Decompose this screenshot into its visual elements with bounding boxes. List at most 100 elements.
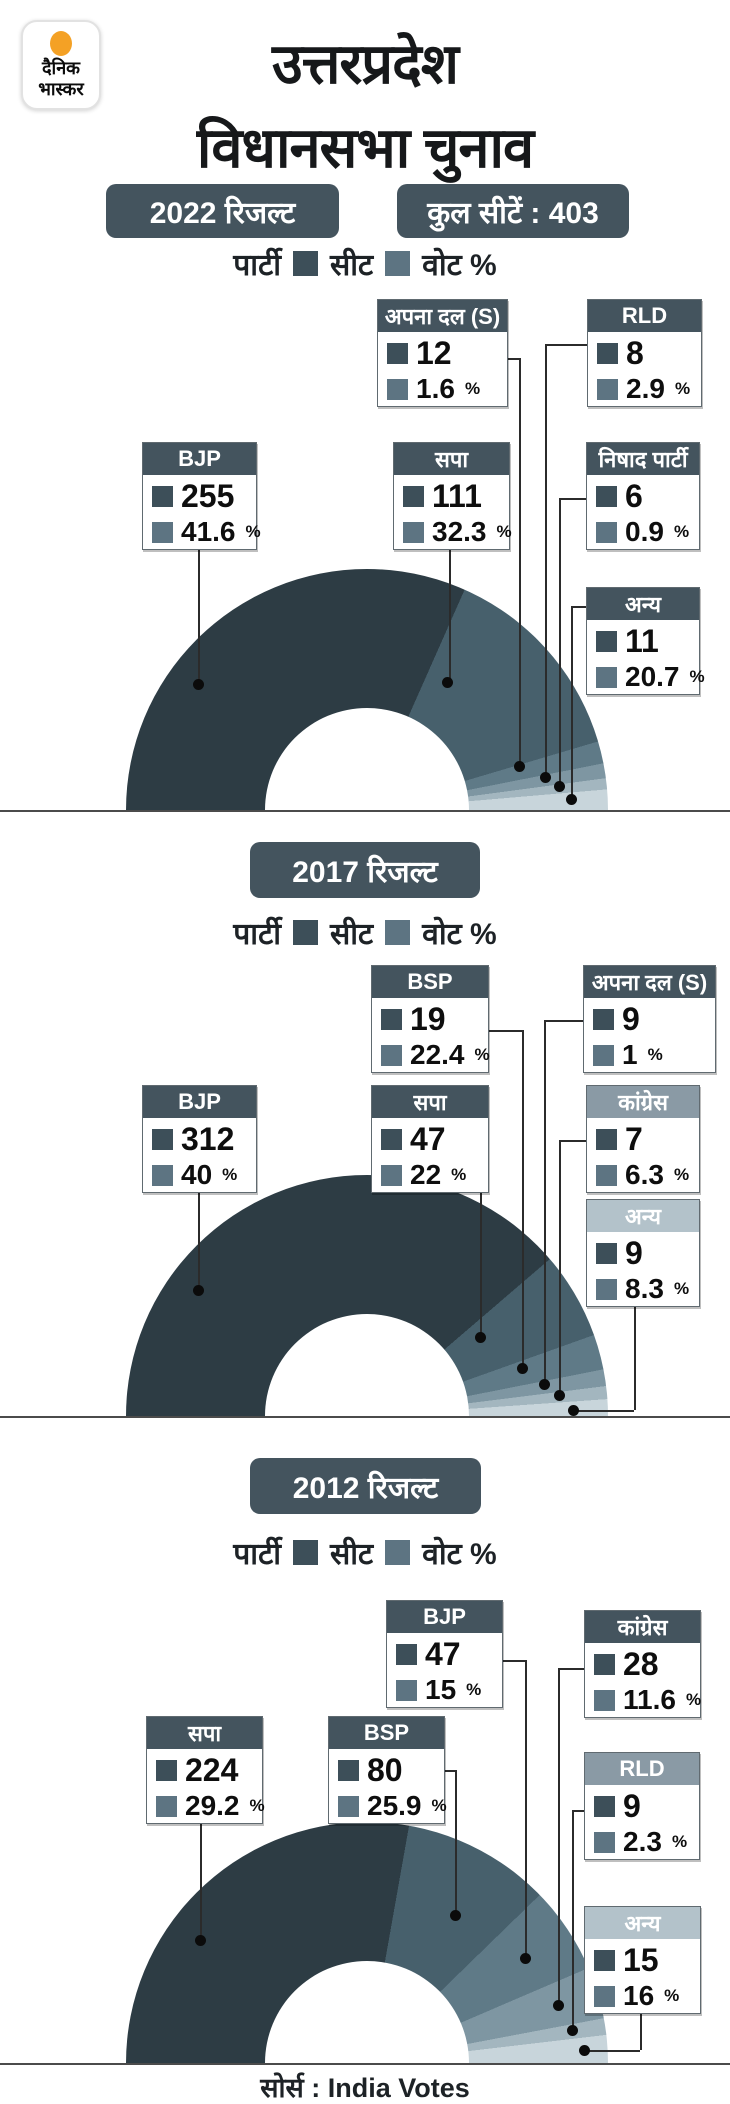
percent-sign: % — [474, 1045, 490, 1064]
party-card: BSP 19 22.4% — [371, 965, 490, 1073]
legend-party-label: पार्टी — [233, 1537, 281, 1571]
seat-value: 312 — [181, 1121, 235, 1157]
section-baseline — [0, 2063, 730, 2065]
party-card-header: निषाद पार्टी — [587, 443, 699, 475]
leader-line — [501, 1660, 525, 1662]
vote-row: 6.3% — [587, 1160, 699, 1190]
party-card-header: BJP — [143, 1086, 256, 1118]
vote-row: 15% — [387, 1675, 502, 1705]
vote-row: 11.6% — [585, 1685, 701, 1715]
seat-swatch-icon — [596, 485, 617, 507]
leader-line — [449, 548, 451, 682]
slice-dot — [554, 1390, 565, 1401]
vote-row: 20.7% — [587, 661, 705, 692]
leader-line — [558, 1668, 560, 2005]
seat-value: 224 — [185, 1752, 239, 1788]
vote-value: 22 — [410, 1159, 442, 1190]
slice-dot — [450, 1910, 461, 1921]
vote-swatch-icon — [596, 1278, 617, 1300]
page-title-line1: उत्तरप्रदेश — [272, 32, 459, 95]
leader-line — [572, 1810, 584, 1812]
section-baseline — [0, 810, 730, 812]
seat-value: 255 — [181, 478, 235, 514]
seat-swatch-icon — [156, 1759, 177, 1781]
seat-swatch-icon — [596, 630, 617, 652]
leader-line — [571, 606, 573, 799]
vote-value: 20.7 — [625, 661, 680, 692]
vote-swatch-icon — [156, 1795, 177, 1817]
leader-line — [573, 1410, 634, 1412]
source-note: सोर्स : India Votes — [260, 2073, 470, 2103]
percent-sign: % — [673, 1165, 690, 1184]
party-card: BJP 312 40% — [142, 1085, 257, 1193]
seat-value: 47 — [425, 1636, 461, 1672]
slice-dot — [566, 794, 577, 805]
vote-row: 22.4% — [372, 1040, 490, 1070]
vote-swatch-icon — [338, 1795, 359, 1817]
vote-swatch-icon — [381, 1044, 402, 1066]
vote-swatch-icon — [396, 1679, 417, 1701]
leader-line — [443, 1770, 455, 1772]
seat-row: 312 — [143, 1123, 256, 1155]
vote-swatch-icon — [596, 1164, 617, 1186]
leader-line — [487, 1030, 522, 1032]
leader-line — [571, 606, 586, 608]
total-seats-badge: कुल सीटें : 403 — [397, 184, 629, 238]
seat-row: 80 — [329, 1754, 444, 1786]
section-baseline — [0, 1416, 730, 1418]
vote-row: 40% — [143, 1160, 256, 1190]
percent-sign: % — [673, 1279, 690, 1298]
vote-swatch-icon — [387, 378, 408, 400]
vote-row: 25.9% — [329, 1790, 447, 1821]
party-card-header: अन्य — [585, 1907, 700, 1939]
legend-vote-label: वोट % — [422, 917, 497, 951]
leader-line — [559, 1140, 586, 1142]
percent-sign: % — [245, 522, 261, 541]
seat-row: 19 — [372, 1003, 488, 1035]
leader-line — [545, 344, 547, 777]
party-card: अपना दल (S) 12 1.6% — [377, 299, 508, 407]
leader-line — [522, 1030, 524, 1368]
leader-line — [544, 1020, 583, 1022]
vote-value: 1 — [622, 1039, 638, 1070]
party-card: निषाद पार्टी 6 0.9% — [586, 442, 700, 550]
seat-swatch-icon — [396, 1643, 417, 1665]
vote-swatch-icon — [593, 1044, 614, 1066]
seat-value: 9 — [625, 1235, 643, 1271]
slice-dot — [195, 1935, 206, 1946]
vote-value: 25.9 — [367, 1790, 422, 1821]
leader-line — [480, 1191, 482, 1337]
vote-row: 16% — [585, 1981, 700, 2011]
legend-vote-label: वोट % — [422, 248, 497, 282]
percent-sign: % — [664, 1986, 680, 2005]
percent-sign: % — [689, 667, 705, 686]
vote-row: 32.3% — [394, 517, 512, 547]
percent-sign: % — [647, 1045, 663, 1064]
leader-line — [455, 1770, 457, 1915]
party-card-header: BSP — [372, 966, 488, 998]
percent-sign: % — [249, 1796, 265, 1815]
vote-row: 8.3% — [587, 1274, 699, 1304]
party-card-header: BJP — [143, 443, 256, 475]
seat-row: 255 — [143, 480, 256, 512]
seat-row: 9 — [584, 1003, 715, 1035]
seat-swatch-icon — [381, 1008, 402, 1030]
logo-line1: दैनिक — [41, 58, 81, 78]
seat-row: 6 — [587, 480, 699, 512]
seat-row: 28 — [585, 1648, 700, 1680]
seat-row: 9 — [587, 1237, 699, 1269]
vote-swatch-icon — [596, 666, 617, 688]
leader-line — [559, 498, 586, 500]
slice-dot — [442, 677, 453, 688]
vote-row: 2.9% — [588, 374, 701, 404]
party-card: कांग्रेस 7 6.3% — [586, 1085, 700, 1193]
vote-swatch-icon — [594, 1985, 615, 2007]
percent-sign: % — [451, 1165, 467, 1184]
leader-line — [525, 1660, 527, 1958]
vote-value: 0.9 — [625, 516, 664, 547]
slice-dot — [553, 2000, 564, 2011]
vote-value: 15 — [425, 1674, 457, 1705]
seat-row: 11 — [587, 625, 699, 657]
seat-swatch-icon — [338, 1759, 359, 1781]
seat-row: 47 — [372, 1123, 488, 1155]
